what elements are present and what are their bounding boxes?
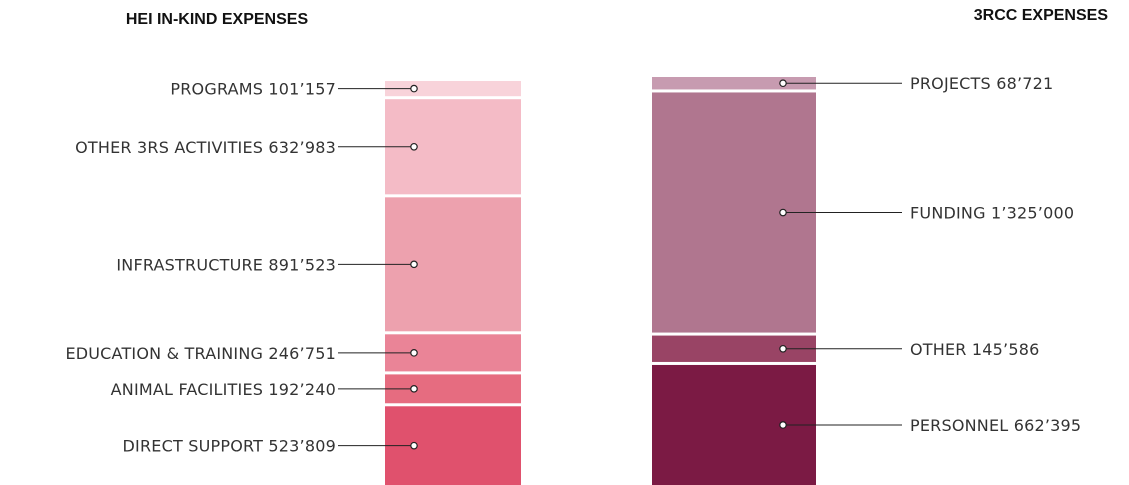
bar-segment-programs: [385, 81, 521, 97]
chart-title: HEI IN-KIND EXPENSES: [126, 11, 309, 28]
segment-marker-icon: [410, 441, 418, 450]
segment-value: 192’240: [268, 380, 336, 399]
segment-name: PERSONNEL: [910, 416, 1008, 435]
segment-marker-icon: [410, 260, 418, 269]
segment-label: FUNDING 1’325’000: [910, 204, 1074, 223]
chart-3rcc: 3RCC EXPENSES PROJECTS 68’721 FUNDING 1’32…: [652, 7, 1108, 485]
segment-label: EDUCATION & TRAINING 246’751: [65, 344, 336, 363]
segment-label: OTHER 145’586: [910, 340, 1040, 359]
segment-marker-icon: [779, 344, 787, 353]
segment-marker-icon: [779, 421, 787, 429]
segment-name: DIRECT SUPPORT: [123, 437, 264, 456]
segment-label: INFRASTRUCTURE 891’523: [116, 255, 336, 274]
segment-marker-icon: [779, 79, 787, 88]
segment-label: DIRECT SUPPORT 523’809: [123, 437, 336, 456]
segment-value: 891’523: [268, 255, 336, 274]
segment-name: PROGRAMS: [170, 80, 263, 99]
segment-name: FUNDING: [910, 204, 986, 223]
chart-title: 3RCC EXPENSES: [974, 7, 1109, 24]
segment-marker-icon: [410, 349, 418, 357]
segment-value: 662’395: [1014, 416, 1082, 435]
segment-label: PROGRAMS 101’157: [170, 80, 336, 99]
segment-marker-icon: [410, 142, 418, 151]
segment-label: PROJECTS 68’721: [910, 74, 1053, 93]
chart-hei-in-kind: HEI IN-KIND EXPENSES PROGRAMS 101’157 OTHE…: [65, 11, 521, 485]
segment-marker-icon: [410, 84, 418, 93]
segment-label: PERSONNEL 662’395: [910, 416, 1081, 435]
segment-value: 1’325’000: [991, 204, 1074, 223]
segment-name: PROJECTS: [910, 74, 991, 93]
segment-label: ANIMAL FACILITIES 192’240: [111, 380, 336, 399]
segment-name: OTHER: [910, 340, 967, 359]
segment-value: 246’751: [268, 344, 336, 363]
segment-value: 101’157: [268, 80, 336, 99]
segment-marker-icon: [779, 208, 787, 217]
segment-name: ANIMAL FACILITIES: [111, 380, 263, 399]
segment-name: EDUCATION & TRAINING: [65, 344, 263, 363]
segment-marker-icon: [410, 385, 418, 393]
segment-value: 523’809: [268, 437, 336, 456]
bar-segment-projects: [652, 77, 816, 90]
segment-value: 68’721: [996, 74, 1053, 93]
segment-name: INFRASTRUCTURE: [116, 255, 263, 274]
segment-value: 632’983: [268, 138, 336, 157]
segment-name: OTHER 3RS ACTIVITIES: [75, 138, 263, 157]
segment-label: OTHER 3RS ACTIVITIES 632’983: [75, 138, 336, 157]
segment-value: 145’586: [972, 340, 1040, 359]
